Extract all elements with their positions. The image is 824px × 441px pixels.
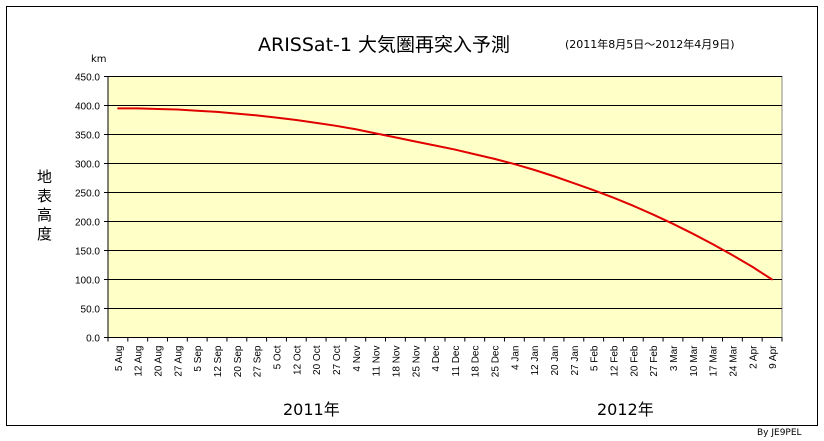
x-tick-label: 10 Mar (689, 345, 700, 377)
x-tick-label: 5 Sep (193, 345, 204, 372)
x-tick-label: 11 Dec (451, 346, 462, 377)
data-point (731, 254, 734, 256)
y-tick-label: 250.0 (75, 189, 100, 200)
year-label-2012: 2012年 (597, 400, 654, 419)
data-point (374, 132, 377, 135)
x-tick-label: 20 Aug (154, 346, 165, 377)
plot-area (107, 76, 783, 338)
data-point (216, 111, 218, 113)
x-tick-label: 4 Nov (352, 346, 363, 372)
x-tick-label: 18 Nov (391, 346, 402, 378)
data-point (751, 265, 754, 268)
x-tick-label: 27 Sep (253, 345, 264, 377)
x-tick-label: 4 Dec (431, 346, 442, 372)
x-tick-label: 17 Mar (709, 345, 720, 377)
x-tick-label: 27 Aug (173, 346, 184, 377)
data-point (136, 107, 139, 110)
x-tick-label: 4 Jan (510, 346, 521, 370)
y-tick-label: 350.0 (75, 131, 100, 142)
data-point (236, 112, 238, 115)
data-point (672, 223, 674, 225)
chart-frame (6, 6, 818, 426)
x-tick-label: 27 Jan (570, 346, 581, 376)
y-tick-label: 450.0 (75, 73, 100, 84)
data-point (196, 109, 199, 112)
y-tick-label: 400.0 (75, 102, 100, 113)
data-point (354, 128, 357, 131)
chart-title: ARISSat-1 大気圏再突入予測 (258, 34, 511, 56)
data-point (335, 125, 337, 127)
x-tick-label: 12 Oct (292, 345, 303, 375)
data-point (493, 158, 496, 160)
x-tick-label: 5 Feb (590, 345, 601, 371)
data-point (434, 144, 436, 147)
data-point (315, 122, 317, 124)
data-point (632, 205, 635, 207)
data-point (414, 140, 417, 143)
x-tick-label: 12 Sep (213, 345, 224, 377)
data-point (711, 243, 714, 245)
x-tick-label: 27 Oct (332, 345, 343, 375)
data-point (295, 119, 298, 121)
data-point (612, 196, 615, 199)
data-point (573, 182, 575, 185)
y-tick-label: 200.0 (75, 218, 100, 229)
x-tick-label: 5 Aug (114, 346, 125, 372)
y-tick-label: 0.0 (86, 334, 100, 345)
y-axis-label: 地表高度 (37, 168, 53, 243)
x-tick-label: 12 Jan (530, 346, 541, 376)
x-tick-label: 20 Jan (550, 346, 561, 376)
data-point (156, 108, 159, 110)
data-point (255, 114, 258, 117)
series-line (117, 107, 773, 281)
x-tick-label: 12 Feb (610, 345, 621, 377)
data-point (652, 213, 654, 216)
y-tick-label: 300.0 (75, 160, 100, 171)
data-point (473, 153, 476, 156)
data-point (176, 108, 179, 111)
data-point (592, 189, 595, 191)
x-tick-label: 9 Apr (768, 345, 779, 369)
x-tick-label: 27 Feb (649, 345, 660, 377)
chart-subtitle: (2011年8月5日～2012年4月9日) (565, 38, 735, 51)
data-point (771, 278, 773, 281)
data-point (533, 169, 536, 171)
y-tick-label: 50.0 (81, 305, 101, 316)
x-tick-label: 25 Nov (411, 346, 422, 378)
data-point (394, 136, 397, 139)
x-tick-label: 20 Feb (629, 345, 640, 377)
x-tick-label: 11 Nov (372, 346, 383, 377)
x-tick-label: 12 Aug (134, 346, 145, 377)
y-unit: km (91, 54, 107, 65)
y-tick-label: 150.0 (75, 247, 100, 258)
x-tick-label: 5 Oct (273, 345, 284, 369)
x-tick-label: 20 Oct (312, 345, 323, 375)
x-tick-label: 18 Dec (471, 346, 482, 378)
x-tick-label: 3 Mar (669, 345, 680, 371)
x-tick-label: 24 Mar (728, 345, 739, 377)
credit: By JE9PEL (757, 428, 802, 438)
data-point (691, 232, 694, 235)
x-tick-label: 2 Apr (748, 345, 759, 369)
x-tick-label: 25 Dec (491, 346, 502, 378)
data-point (553, 175, 555, 178)
data-point (454, 148, 456, 151)
data-point (117, 107, 119, 110)
x-tick-label: 20 Sep (233, 345, 244, 377)
year-label-2011: 2011年 (283, 400, 340, 419)
y-tick-label: 100.0 (75, 276, 100, 287)
data-point (513, 163, 516, 165)
data-point (275, 116, 278, 119)
